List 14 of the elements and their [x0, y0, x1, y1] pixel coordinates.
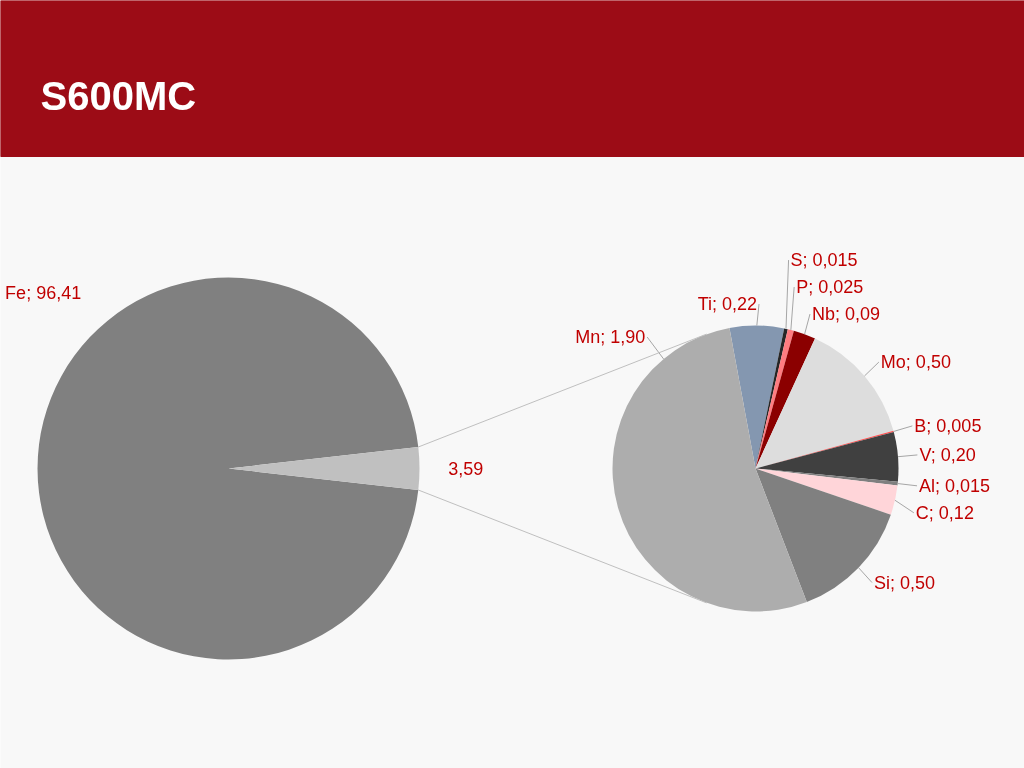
slice-label: B; 0,005: [914, 415, 982, 436]
slice-label: Al; 0,015: [919, 475, 991, 496]
slice-label: Fe; 96,41: [5, 282, 82, 303]
slice-label: Mo; 0,50: [880, 352, 951, 373]
slice-label: S; 0,015: [790, 250, 858, 271]
slice-label: Ti; 0,22: [697, 294, 758, 315]
slice-label: Si; 0,50: [873, 572, 936, 593]
slice-label: Mn; 1,90: [575, 327, 646, 348]
chart-title: S600MC: [40, 73, 197, 118]
slice-label: P; 0,025: [796, 277, 864, 298]
slice-label: C; 0,12: [915, 502, 974, 523]
slice-label: Nb; 0,09: [811, 304, 881, 325]
slice-label: V; 0,20: [919, 444, 976, 465]
data-label: 3,59: [448, 459, 484, 479]
